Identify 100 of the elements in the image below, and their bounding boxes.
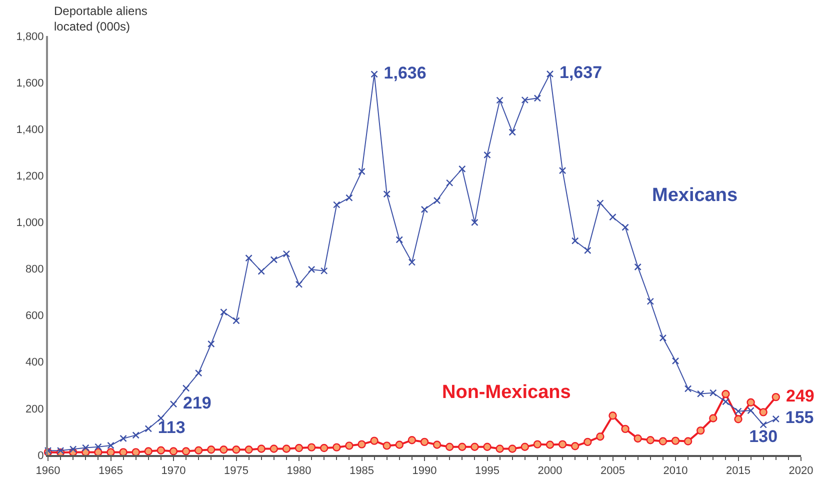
point bbox=[484, 151, 491, 159]
point bbox=[132, 432, 140, 439]
point bbox=[144, 447, 152, 456]
point bbox=[470, 442, 479, 451]
y-tick-label: 1,200 bbox=[16, 170, 44, 183]
point bbox=[496, 96, 504, 104]
point bbox=[508, 444, 516, 453]
point bbox=[333, 201, 340, 208]
point bbox=[546, 440, 554, 449]
x-tick-label: 1965 bbox=[98, 464, 123, 477]
x-tick-label: 2010 bbox=[663, 464, 688, 477]
point bbox=[270, 256, 278, 264]
point bbox=[358, 440, 366, 448]
point bbox=[772, 415, 780, 423]
y-tick-label: 1,600 bbox=[16, 77, 44, 90]
point bbox=[671, 436, 680, 445]
point bbox=[596, 200, 604, 207]
point bbox=[710, 389, 717, 396]
y-tick-label: 600 bbox=[25, 310, 44, 322]
y-tick-label: 800 bbox=[25, 264, 44, 276]
point bbox=[432, 440, 442, 449]
point bbox=[672, 357, 680, 365]
y-tick-label: 200 bbox=[25, 403, 44, 416]
point bbox=[760, 421, 767, 428]
point bbox=[446, 179, 454, 186]
point bbox=[759, 408, 768, 416]
point bbox=[120, 434, 127, 442]
point bbox=[396, 236, 403, 244]
point bbox=[82, 444, 90, 452]
point bbox=[508, 128, 516, 136]
point bbox=[156, 446, 166, 454]
y-tick-label: 1,000 bbox=[16, 217, 44, 230]
point bbox=[308, 266, 316, 274]
x-tick-label: 2000 bbox=[538, 464, 562, 477]
point bbox=[195, 369, 202, 377]
data-label: 1,636 bbox=[384, 63, 426, 82]
point bbox=[420, 438, 429, 446]
point bbox=[572, 237, 579, 244]
point bbox=[208, 340, 215, 348]
point bbox=[584, 246, 592, 254]
point bbox=[258, 268, 265, 275]
x-tick-label: 1975 bbox=[224, 464, 248, 477]
point bbox=[257, 444, 266, 453]
text: Non-Mexicans bbox=[442, 382, 571, 403]
point bbox=[370, 70, 378, 78]
point bbox=[358, 168, 366, 176]
point bbox=[382, 442, 391, 450]
point bbox=[144, 425, 152, 432]
point bbox=[646, 298, 654, 305]
point bbox=[332, 443, 341, 452]
y-tick-label: 400 bbox=[25, 356, 44, 369]
data-label: 113 bbox=[158, 418, 186, 437]
point bbox=[94, 443, 102, 450]
point bbox=[634, 434, 642, 443]
point bbox=[621, 424, 630, 434]
data-label: 249 bbox=[786, 386, 814, 406]
data-label: 219 bbox=[182, 393, 212, 412]
point bbox=[520, 442, 529, 451]
point bbox=[282, 250, 290, 258]
point bbox=[408, 258, 416, 266]
point bbox=[433, 196, 441, 204]
x-tick-label: 1960 bbox=[36, 464, 60, 477]
x-tick-label: 2015 bbox=[726, 464, 750, 477]
data-label: 155 bbox=[785, 408, 814, 428]
point bbox=[295, 280, 303, 288]
point bbox=[320, 444, 328, 452]
point bbox=[244, 446, 253, 454]
series-label: Mexicans bbox=[652, 185, 738, 206]
point bbox=[207, 446, 216, 454]
point bbox=[383, 190, 390, 198]
point bbox=[170, 400, 178, 408]
point bbox=[696, 426, 705, 435]
y-tick-label: 1,400 bbox=[16, 124, 44, 136]
point bbox=[608, 412, 617, 420]
point bbox=[346, 194, 353, 202]
point bbox=[220, 446, 228, 454]
point bbox=[558, 440, 567, 448]
point bbox=[772, 392, 780, 402]
point bbox=[107, 442, 114, 450]
y-tick-label: 1,800 bbox=[16, 30, 44, 43]
point bbox=[521, 96, 528, 104]
point bbox=[684, 385, 692, 392]
point bbox=[220, 308, 228, 316]
x-tick-label: 2020 bbox=[788, 464, 814, 477]
point bbox=[747, 406, 754, 414]
point bbox=[458, 165, 466, 173]
y-tick-label: 0 bbox=[38, 450, 44, 462]
point bbox=[722, 390, 730, 398]
y-axis-title: Deportable aliens located (000s) bbox=[54, 4, 148, 34]
point bbox=[596, 432, 604, 441]
point bbox=[307, 443, 316, 452]
point bbox=[734, 415, 742, 424]
point bbox=[659, 334, 667, 342]
point bbox=[533, 440, 542, 448]
point bbox=[622, 224, 629, 231]
point bbox=[56, 446, 64, 454]
x-tick-label: 1985 bbox=[350, 464, 374, 477]
point bbox=[420, 206, 428, 214]
point bbox=[558, 166, 566, 174]
point bbox=[282, 444, 291, 453]
